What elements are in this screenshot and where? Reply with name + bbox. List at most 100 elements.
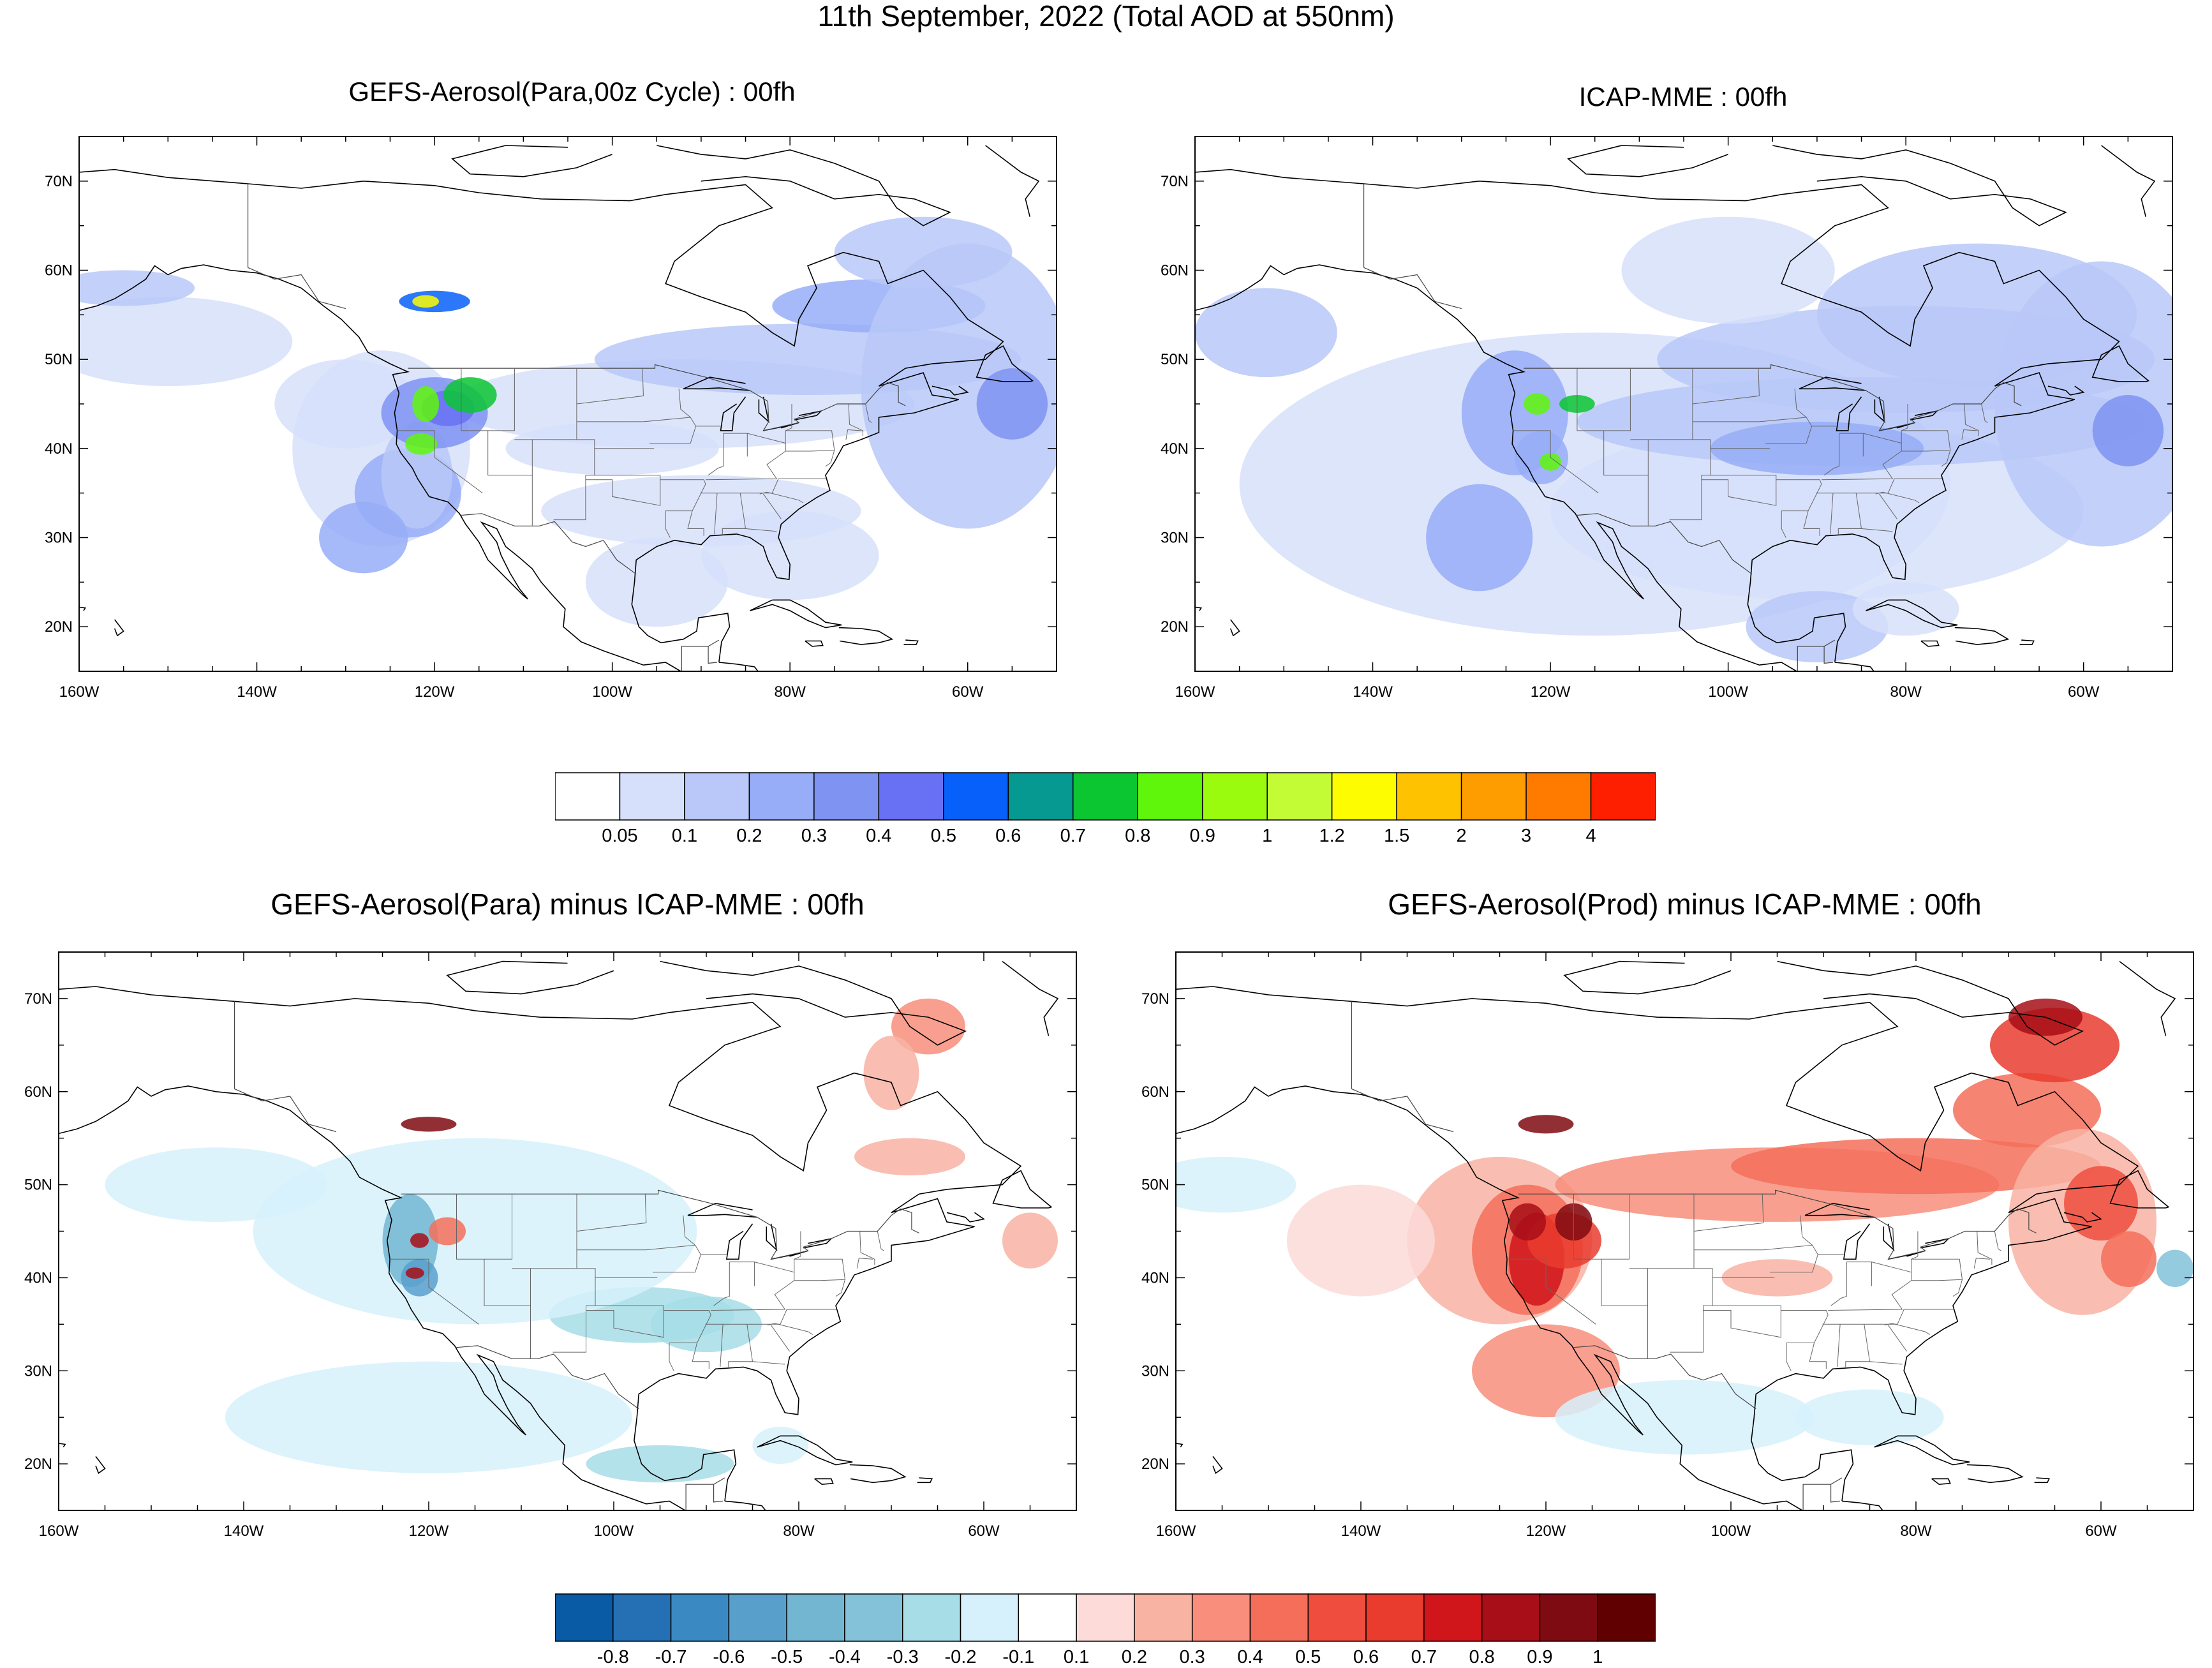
coastline xyxy=(2109,1170,2170,1209)
country-border xyxy=(1524,364,2022,431)
state-border xyxy=(1952,1279,1963,1297)
field-shade xyxy=(1731,1138,2101,1195)
lon-tick-label: 100W xyxy=(1711,1523,1751,1540)
state-border xyxy=(845,429,861,440)
coastline xyxy=(1883,1223,1895,1251)
colorbar-label: 0.5 xyxy=(930,826,956,846)
state-border xyxy=(708,433,724,476)
colorbar-label: 0.1 xyxy=(1063,1647,1090,1667)
field-shade xyxy=(976,368,1048,440)
state-border xyxy=(1513,430,1599,494)
field-shade xyxy=(1721,1259,1833,1297)
colorbar-swatch xyxy=(960,1593,1020,1642)
coastline xyxy=(757,1435,853,1466)
state-border xyxy=(714,493,718,534)
field-shade xyxy=(79,297,293,387)
colorbar-swatches xyxy=(555,772,1656,821)
state-border xyxy=(771,1325,790,1352)
colorbar-label: 4 xyxy=(1585,826,1596,846)
colorbar-swatch xyxy=(1539,1593,1598,1642)
map-panel-prod-minus-icap: 70N 60N 50N 40N 30N 20N 160W 140W 120W 100W 80W 60W xyxy=(1141,951,2194,1540)
lon-tick-label: 100W xyxy=(1708,683,1748,701)
state-border xyxy=(720,1324,724,1367)
colorbar-label: 0.3 xyxy=(1179,1647,1205,1667)
lat-tick-label: 50N xyxy=(45,351,73,368)
lat-tick-label: 40N xyxy=(24,1269,52,1286)
state-border xyxy=(678,389,691,418)
axis-ticks xyxy=(1175,951,2194,1511)
state-border xyxy=(1977,1231,1993,1265)
state-border xyxy=(1878,493,1897,519)
colorbar-swatch xyxy=(670,1593,730,1642)
state-border xyxy=(397,430,483,494)
colorbar-label: 0.2 xyxy=(1121,1647,1148,1667)
field-shade xyxy=(2101,1231,2156,1287)
lat-tick-label: 20N xyxy=(24,1456,52,1473)
coastline xyxy=(79,168,1004,663)
lat-tick-label: 40N xyxy=(45,440,73,458)
coastline xyxy=(766,1223,778,1251)
coastline xyxy=(2019,639,2035,645)
colorbar-swatch xyxy=(1307,1593,1367,1642)
coastline xyxy=(946,1212,985,1223)
state-border xyxy=(665,510,671,538)
lat-tick-label: 20N xyxy=(45,618,73,636)
coastline xyxy=(95,1456,106,1474)
lat-tick-label: 60N xyxy=(1141,1083,1169,1101)
lon-tick-label: 160W xyxy=(39,1523,79,1540)
state-border xyxy=(683,1215,695,1246)
lat-tick-label: 70N xyxy=(45,173,73,190)
coastline xyxy=(2063,1212,2102,1223)
panel-title-para-minus-icap: GEFS-Aerosol(Para) minus ICAP-MME : 00fh xyxy=(271,888,865,921)
state-border xyxy=(1670,1268,1713,1353)
state-border xyxy=(1839,433,1902,443)
state-border xyxy=(1776,479,1822,512)
colorbar-swatch xyxy=(684,772,750,821)
coastline xyxy=(1866,599,1958,629)
state-border xyxy=(728,1324,753,1368)
colorbar-label: 0.7 xyxy=(1411,1647,1437,1667)
coastline xyxy=(750,599,842,629)
country-border xyxy=(681,639,720,671)
colorbar-swatch xyxy=(813,772,880,821)
state-border xyxy=(1507,1258,1596,1325)
country-border xyxy=(1576,513,1753,575)
coastline xyxy=(724,1500,766,1510)
state-border xyxy=(1701,475,1777,506)
state-border xyxy=(687,510,704,536)
coastline xyxy=(2091,345,2150,382)
lat-tick-label: 30N xyxy=(1141,1362,1169,1380)
state-border xyxy=(553,439,595,521)
coastline xyxy=(1910,410,1939,421)
state-border xyxy=(1603,430,1649,526)
coastline xyxy=(976,345,1034,382)
field-shade xyxy=(253,1138,697,1325)
state-border xyxy=(767,1323,813,1335)
map-field xyxy=(59,952,1076,1510)
state-border xyxy=(877,1231,884,1251)
lon-tick-label: 160W xyxy=(1156,1523,1196,1540)
lon-tick-label: 100W xyxy=(592,683,632,701)
field-shade xyxy=(1195,288,1337,378)
lat-tick-label: 30N xyxy=(1161,530,1189,547)
coastline xyxy=(992,1170,1053,1209)
state-border xyxy=(705,428,792,480)
state-border xyxy=(576,1194,647,1232)
state-border xyxy=(1630,368,1693,440)
state-border xyxy=(1803,510,1820,536)
colorbar-swatch xyxy=(1191,1593,1251,1642)
coastline xyxy=(1804,1202,1874,1218)
coastline xyxy=(725,1223,753,1260)
coastline xyxy=(838,627,894,645)
lon-tick-label: 80W xyxy=(775,683,806,701)
lat-tick-label: 60N xyxy=(45,262,73,279)
lat-tick-label: 40N xyxy=(1141,1269,1169,1286)
coastline xyxy=(1195,264,1797,671)
coastline xyxy=(59,1443,66,1448)
colorbar-label: 1 xyxy=(1592,1647,1603,1667)
state-border xyxy=(1830,1262,1847,1306)
coastline xyxy=(2034,1477,2051,1484)
state-border xyxy=(576,368,644,405)
state-border xyxy=(762,493,782,519)
coastline xyxy=(1772,145,2067,227)
